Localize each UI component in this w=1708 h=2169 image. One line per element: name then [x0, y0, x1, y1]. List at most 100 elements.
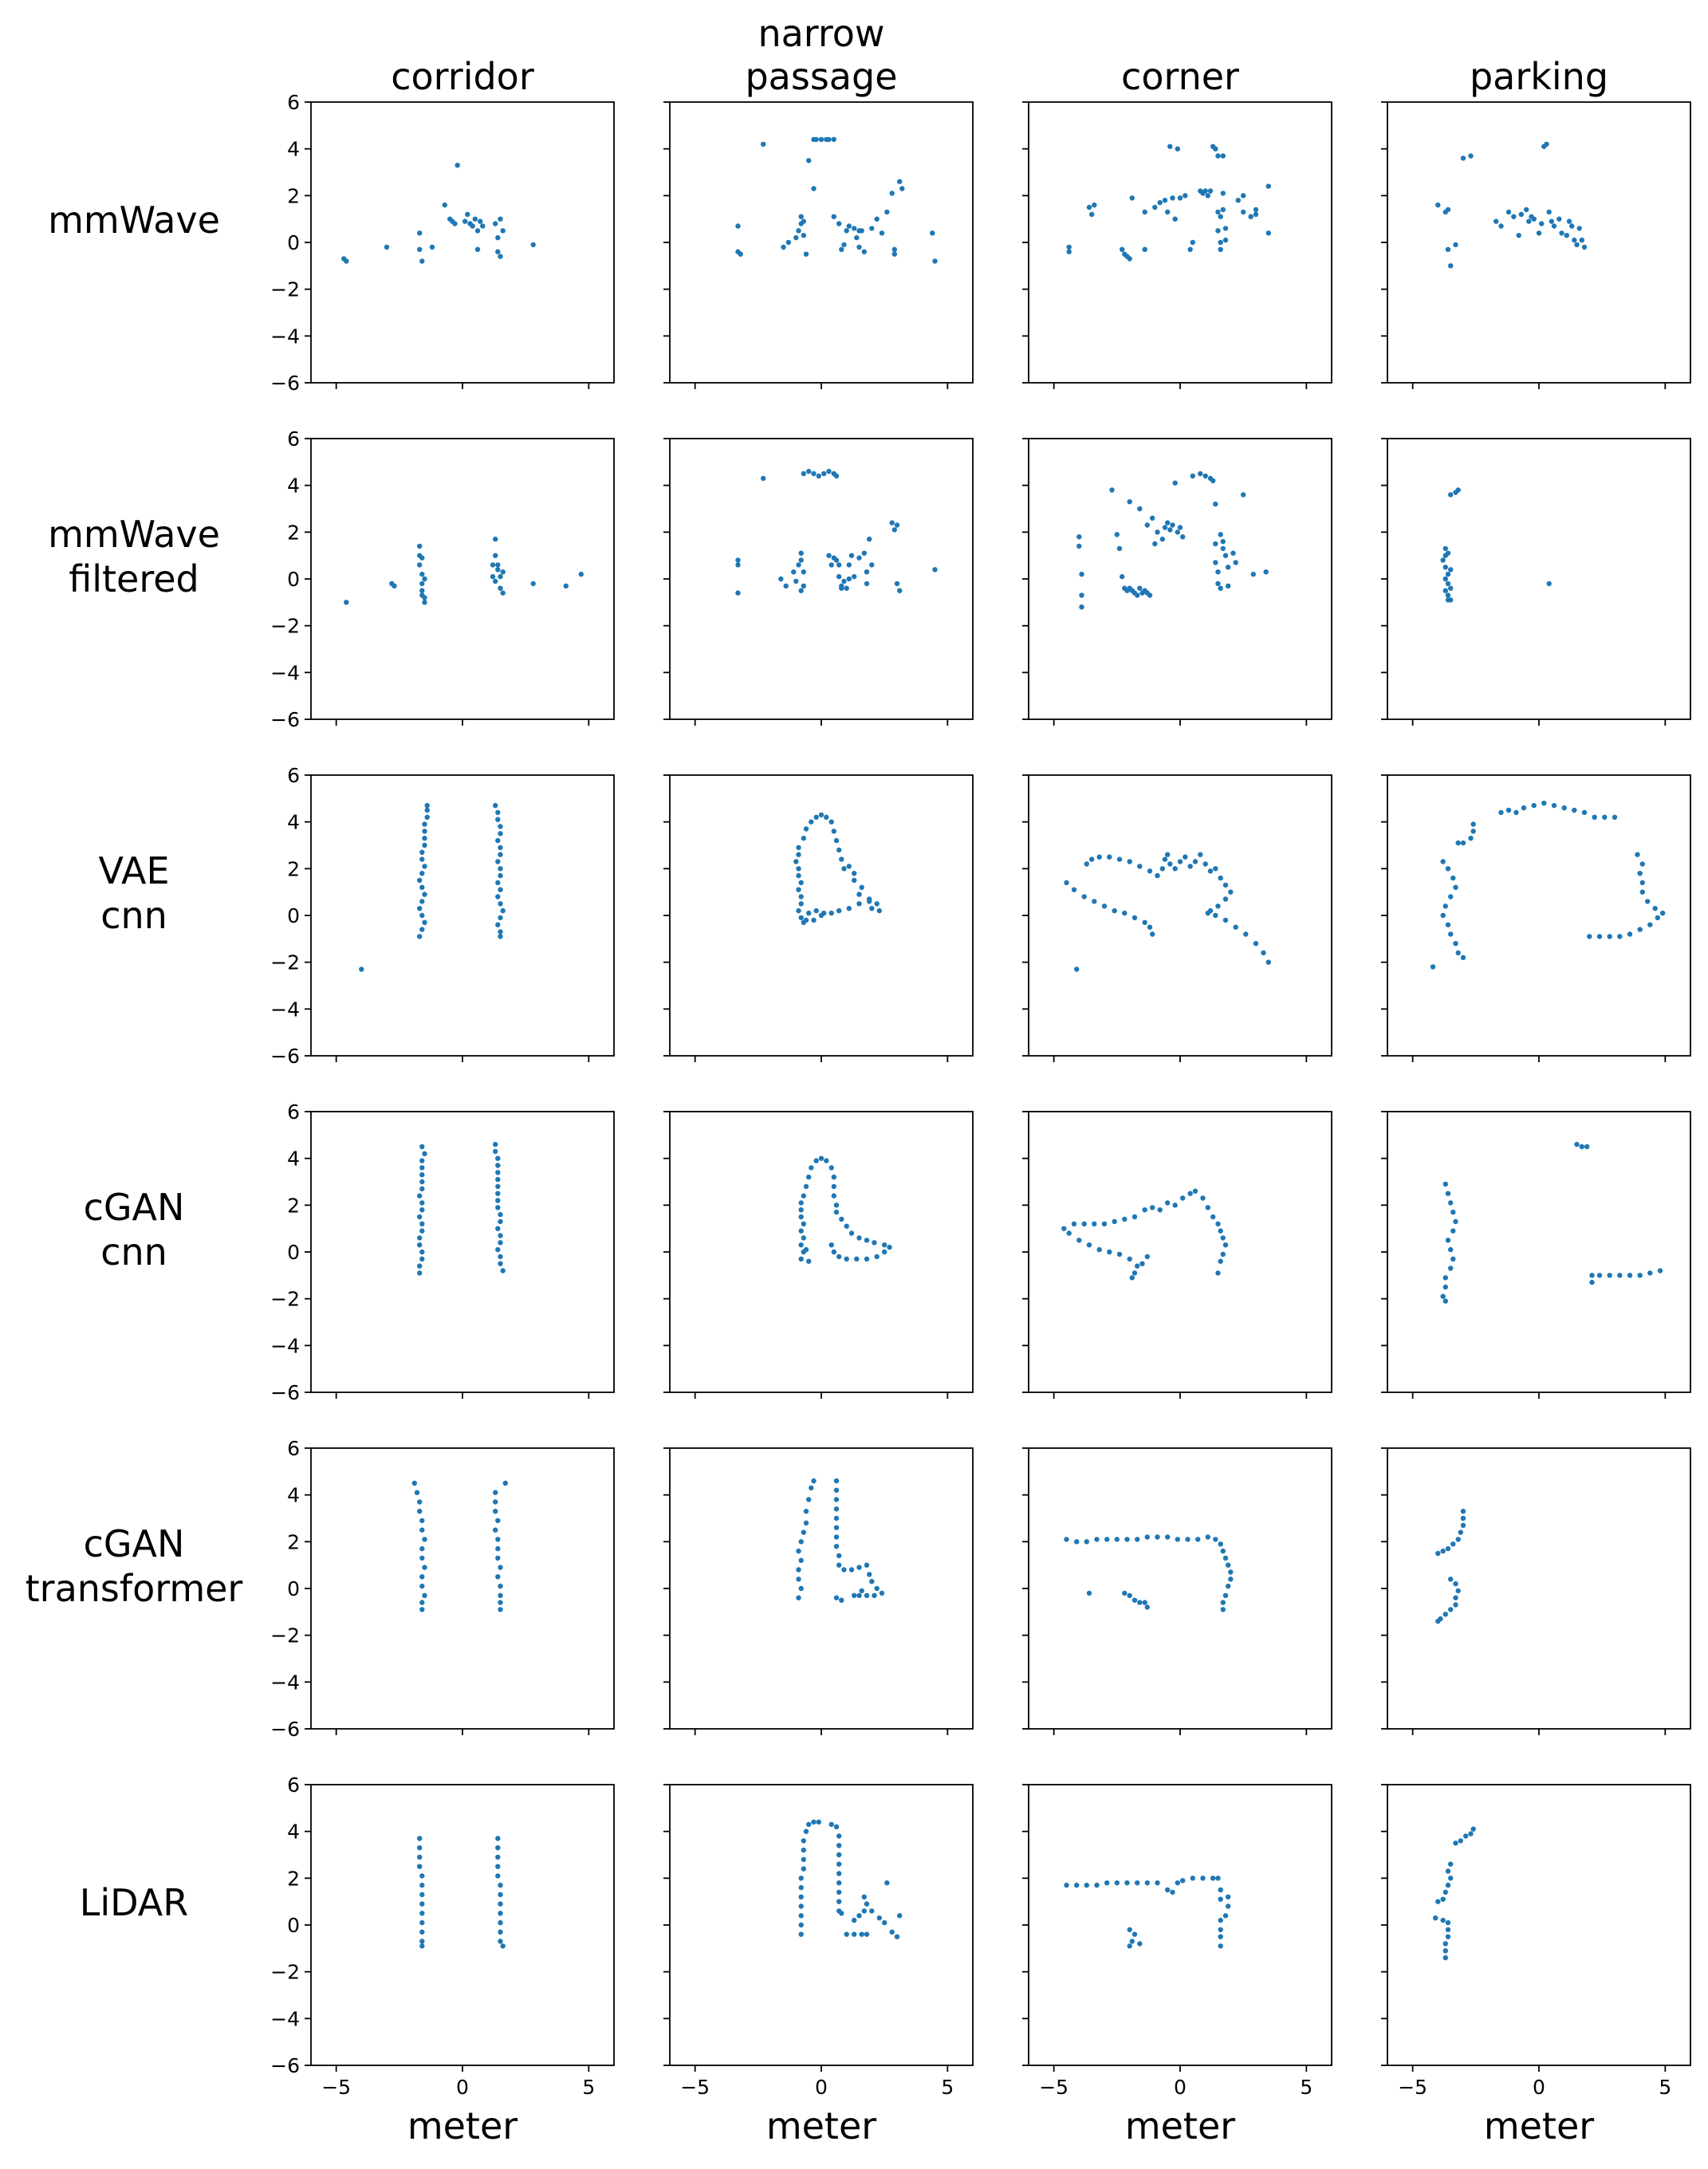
x-tick-label: 5	[1300, 2076, 1312, 2099]
data-point	[495, 1176, 501, 1183]
data-point	[735, 557, 741, 563]
data-point	[1122, 1590, 1128, 1596]
data-point	[1448, 931, 1454, 937]
data-point	[1222, 226, 1229, 231]
data-point	[1124, 1537, 1130, 1542]
data-point	[833, 1525, 840, 1530]
data-point	[798, 1903, 804, 1909]
data-point	[1218, 1887, 1223, 1893]
data-point	[1442, 1284, 1449, 1290]
data-point	[419, 1207, 425, 1213]
data-point	[1127, 256, 1132, 262]
data-point	[796, 887, 801, 892]
data-point	[498, 1218, 503, 1225]
data-point	[1124, 1880, 1130, 1886]
data-point	[1448, 1266, 1454, 1271]
data-point	[1116, 1251, 1123, 1258]
data-point	[801, 1235, 806, 1241]
data-point	[1155, 872, 1160, 879]
data-point	[1195, 1537, 1201, 1542]
data-point	[856, 1913, 862, 1919]
data-point	[803, 1828, 809, 1834]
data-point	[1445, 571, 1451, 577]
data-point	[417, 562, 423, 568]
data-point	[1142, 1600, 1147, 1605]
data-point	[495, 809, 501, 816]
data-point	[818, 912, 824, 919]
data-point	[1584, 1144, 1590, 1150]
data-point	[419, 1527, 425, 1533]
data-point	[831, 136, 837, 143]
data-point	[836, 1553, 842, 1559]
data-point	[833, 1478, 840, 1484]
data-point	[791, 569, 797, 575]
x-tick-label: 5	[582, 2076, 595, 2099]
data-point	[1448, 1200, 1454, 1206]
data-point	[417, 1845, 423, 1851]
data-point	[1511, 214, 1517, 219]
data-point	[1518, 211, 1525, 217]
data-point	[1157, 199, 1163, 206]
data-point	[1144, 1880, 1151, 1886]
data-point	[1064, 1537, 1069, 1542]
data-point	[1513, 809, 1519, 816]
data-point	[735, 590, 741, 596]
data-point	[1167, 861, 1173, 867]
data-point	[493, 1141, 498, 1147]
data-point	[1162, 525, 1168, 530]
data-point	[803, 1246, 809, 1253]
data-point	[1218, 1943, 1223, 1949]
data-point	[1074, 966, 1080, 972]
data-point	[498, 1583, 503, 1589]
data-point	[1453, 1595, 1458, 1600]
data-point	[1445, 866, 1451, 872]
data-point	[1218, 1927, 1223, 1933]
x-tick-label: −5	[321, 2076, 351, 2099]
data-point	[1175, 1537, 1181, 1542]
data-point	[864, 1562, 870, 1568]
data-point	[495, 1854, 501, 1860]
data-point	[1222, 1913, 1229, 1919]
data-point	[1155, 1534, 1160, 1540]
data-point	[1442, 565, 1449, 570]
y-tick-label: −4	[270, 661, 300, 684]
data-point	[836, 1843, 842, 1848]
data-point	[1202, 188, 1208, 194]
data-point	[419, 1555, 425, 1561]
y-tick-label: −4	[270, 2007, 300, 2030]
data-point	[1144, 522, 1151, 528]
data-point	[844, 1256, 849, 1262]
data-point	[856, 555, 862, 561]
data-point	[867, 1572, 872, 1577]
data-point	[846, 562, 852, 568]
data-point	[1448, 1876, 1454, 1881]
column-title-narrow-passage: narrow	[758, 12, 884, 55]
data-point	[1205, 1205, 1211, 1210]
data-point	[1574, 1141, 1580, 1147]
data-point	[1460, 840, 1466, 846]
data-point	[852, 1592, 857, 1599]
data-point	[495, 922, 501, 927]
data-point	[1137, 864, 1143, 869]
data-point	[798, 1557, 804, 1564]
data-point	[495, 880, 501, 886]
data-point	[1561, 805, 1567, 811]
data-point	[1596, 934, 1603, 939]
data-point	[414, 1490, 420, 1495]
y-tick-label: 4	[287, 1147, 300, 1171]
data-point	[498, 824, 503, 829]
data-point	[1142, 209, 1147, 215]
data-point	[1222, 1242, 1229, 1248]
data-point	[1226, 1903, 1231, 1909]
data-point	[856, 892, 862, 897]
data-point	[882, 1242, 887, 1248]
data-point	[816, 473, 821, 479]
data-point	[1071, 887, 1077, 892]
x-axis-label: meter	[1484, 2104, 1594, 2147]
data-point	[1470, 829, 1476, 834]
data-point	[1074, 1539, 1080, 1545]
data-point	[1442, 1941, 1449, 1947]
data-point	[798, 588, 804, 593]
points-vae-cnn-corner	[1064, 852, 1272, 972]
